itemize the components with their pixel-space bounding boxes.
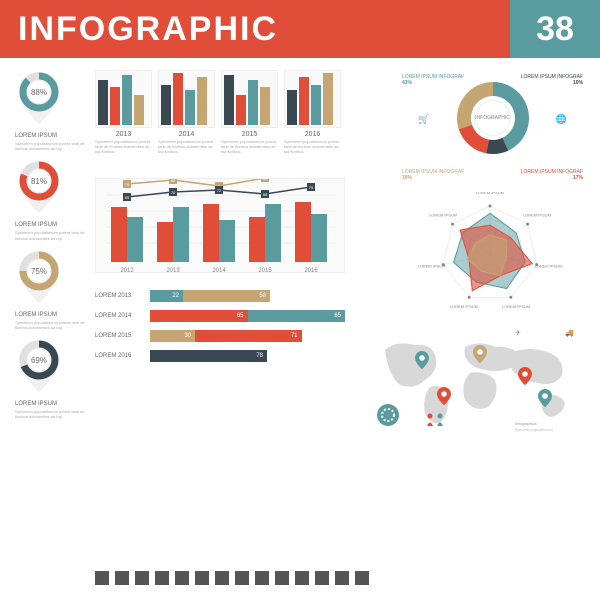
bar <box>299 77 309 125</box>
svg-text:LOREM IPSUM: LOREM IPSUM <box>534 263 562 268</box>
bar <box>287 90 297 125</box>
year-label: 2016 <box>284 131 341 138</box>
bar-year-group: 2014 Specimen populationum potere tanti … <box>158 70 215 154</box>
svg-text:🚚: 🚚 <box>565 329 574 337</box>
tech-icon <box>115 571 129 585</box>
tech-icon <box>155 571 169 585</box>
bar <box>122 75 132 125</box>
tech-icon <box>95 571 109 585</box>
tech-icon <box>335 571 349 585</box>
world-map: Infographics Specimen populationum ✈ 🚚 <box>370 325 585 440</box>
svg-text:65: 65 <box>125 195 130 200</box>
donut-subtext: Specimen populationum potere tanti de fl… <box>15 320 85 330</box>
donut-subtext: Specimen populationum potere tanti de fl… <box>15 230 85 240</box>
bar <box>323 73 333 125</box>
svg-text:75%: 75% <box>31 267 47 276</box>
icon-row <box>95 571 369 585</box>
donut-item: 69% LOREM IPSUM Specimen populationum po… <box>15 338 85 419</box>
tech-icon <box>135 571 149 585</box>
year-label: 2014 <box>158 131 215 138</box>
bar-year-group: 2015 Specimen populationum potere tanti … <box>221 70 278 154</box>
donut-center-label: INFOGRAPHIC <box>475 100 511 136</box>
svg-text:72: 72 <box>217 188 222 193</box>
donut-subtext: Specimen populationum potere tanti de fl… <box>15 409 85 419</box>
svg-text:LOREM IPSUM: LOREM IPSUM <box>417 263 445 268</box>
donut-item: 88% LOREM IPSUM Specimen populationum po… <box>15 70 85 151</box>
bar <box>311 85 321 125</box>
bar <box>173 73 183 125</box>
bar <box>248 80 258 125</box>
svg-text:2016: 2016 <box>304 268 318 274</box>
hbar-row: LOREM 2014 65 65 <box>95 308 345 324</box>
bar <box>110 87 120 125</box>
svg-text:LOREM IPSUM: LOREM IPSUM <box>450 304 478 309</box>
bar <box>260 87 270 125</box>
svg-text:✈: ✈ <box>515 330 521 337</box>
bar <box>185 90 195 125</box>
bar <box>197 77 207 125</box>
svg-text:LOREM IPSUM: LOREM IPSUM <box>502 304 530 309</box>
svg-text:78: 78 <box>125 182 130 187</box>
svg-text:81%: 81% <box>31 177 47 186</box>
svg-text:88%: 88% <box>31 88 47 97</box>
donut-label: LOREM IPSUM <box>15 401 85 407</box>
bar <box>224 75 234 125</box>
tech-icon <box>235 571 249 585</box>
svg-text:69%: 69% <box>31 356 47 365</box>
radar-chart: LOREM IPSUM LOREM IPSUM LOREM IPSUM LOREM I… <box>405 192 575 322</box>
svg-text:68: 68 <box>263 192 268 197</box>
year-label: 2015 <box>221 131 278 138</box>
bar-year-group: 2016 Specimen populationum potere tanti … <box>284 70 341 154</box>
svg-text:2014: 2014 <box>212 268 226 274</box>
svg-text:2012: 2012 <box>120 268 134 274</box>
svg-text:LOREM IPSUM: LOREM IPSUM <box>429 213 457 218</box>
combo-chart: 7882768488657072687520122013201420152016 <box>95 178 345 273</box>
donut-label: LOREM IPSUM <box>15 222 85 228</box>
svg-text:70: 70 <box>171 190 176 195</box>
donut-item: 75% LOREM IPSUM Specimen populationum po… <box>15 249 85 330</box>
hbar-row: LOREM 2016 78 <box>95 348 345 364</box>
tech-icon <box>215 571 229 585</box>
horizontal-bars: LOREM 2013 22 58 LOREM 2014 65 65 LOREM … <box>95 288 345 368</box>
bar-year-group: 2013 Specimen populationum potere tanti … <box>95 70 152 154</box>
year-label: 2013 <box>95 131 152 138</box>
tech-icon <box>355 571 369 585</box>
tech-icon <box>275 571 289 585</box>
donut-label: LOREM IPSUM <box>15 133 85 139</box>
header-number: 38 <box>510 0 600 58</box>
svg-text:2015: 2015 <box>258 268 272 274</box>
donut-subtext: Specimen populationum potere tanti de fl… <box>15 141 85 151</box>
big-donut: INFOGRAPHIC LOREM IPSUM INFOGRAF43% LORE… <box>400 70 585 185</box>
header: INFOGRAPHIC 38 <box>0 0 600 58</box>
hbar-row: LOREM 2013 22 58 <box>95 288 345 304</box>
tech-icon <box>315 571 329 585</box>
svg-text:2013: 2013 <box>166 268 180 274</box>
bar <box>161 85 171 125</box>
svg-text:LOREM IPSUM: LOREM IPSUM <box>523 213 551 218</box>
year-bars-group: 2013 Specimen populationum potere tanti … <box>95 70 345 154</box>
bar <box>98 80 108 125</box>
bar <box>236 95 246 125</box>
header-title: INFOGRAPHIC <box>0 0 510 58</box>
donut-item: 81% LOREM IPSUM Specimen populationum po… <box>15 159 85 240</box>
bar <box>134 95 144 125</box>
svg-text:75: 75 <box>309 185 314 190</box>
donut-label: LOREM IPSUM <box>15 312 85 318</box>
hbar-row: LOREM 2015 30 71 <box>95 328 345 344</box>
svg-text:84: 84 <box>263 179 268 181</box>
svg-text:82: 82 <box>171 179 176 183</box>
svg-text:Specimen populationum: Specimen populationum <box>515 428 553 432</box>
svg-text:LOREM IPSUM: LOREM IPSUM <box>476 192 504 195</box>
tech-icon <box>195 571 209 585</box>
svg-text:Infographics: Infographics <box>515 421 537 426</box>
tech-icon <box>255 571 269 585</box>
donut-column: 88% LOREM IPSUM Specimen populationum po… <box>15 70 85 428</box>
tech-icon <box>175 571 189 585</box>
content: 88% LOREM IPSUM Specimen populationum po… <box>15 70 585 585</box>
tech-icon <box>295 571 309 585</box>
